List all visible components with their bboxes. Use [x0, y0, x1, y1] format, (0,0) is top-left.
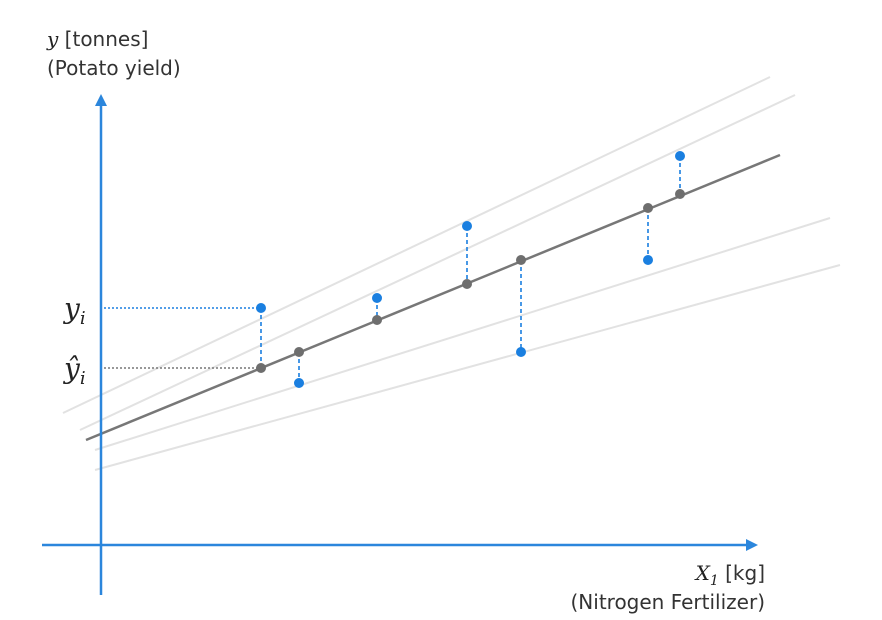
- y-axis-label: (Potato yield): [47, 56, 181, 80]
- y-symbol: y: [46, 27, 59, 51]
- predicted-points: [256, 189, 685, 373]
- observed-points: [256, 151, 685, 388]
- yhat-marker: ŷi: [62, 352, 86, 389]
- marker-subscript: i: [80, 368, 86, 389]
- predicted-point: [643, 203, 653, 213]
- predicted-point: [675, 189, 685, 199]
- y-axis-arrow: [95, 94, 107, 106]
- x-axis-arrow: [746, 539, 758, 551]
- x-subscript: 1: [710, 573, 719, 589]
- predicted-point: [462, 279, 472, 289]
- x-unit: [kg]: [725, 561, 765, 585]
- observed-point: [643, 255, 653, 265]
- candidate-line: [62, 76, 771, 414]
- observed-point: [516, 347, 526, 357]
- alternative-lines: [62, 76, 841, 471]
- residuals: [260, 156, 681, 383]
- marker-symbol: ŷ: [62, 352, 81, 385]
- fit-line: [85, 153, 781, 442]
- observed-point: [675, 151, 685, 161]
- candidate-line: [79, 94, 796, 431]
- observed-point: [372, 293, 382, 303]
- marker-symbol: y: [62, 292, 81, 325]
- y-axis-title: y [tonnes]: [46, 27, 148, 51]
- predicted-point: [294, 347, 304, 357]
- observed-point: [294, 378, 304, 388]
- predicted-point: [516, 255, 526, 265]
- yi-marker: yi: [62, 292, 86, 329]
- y-unit: [tonnes]: [65, 27, 149, 51]
- observed-point: [462, 221, 472, 231]
- observed-point: [256, 303, 266, 313]
- marker-subscript: i: [80, 308, 86, 329]
- x-axis-title: X1 [kg]: [694, 561, 765, 589]
- x-axis-label: (Nitrogen Fertilizer): [571, 590, 766, 614]
- candidate-line: [94, 264, 841, 471]
- predicted-point: [256, 363, 266, 373]
- candidate-line: [94, 217, 831, 451]
- predicted-point: [372, 315, 382, 325]
- x-symbol: X: [694, 561, 711, 585]
